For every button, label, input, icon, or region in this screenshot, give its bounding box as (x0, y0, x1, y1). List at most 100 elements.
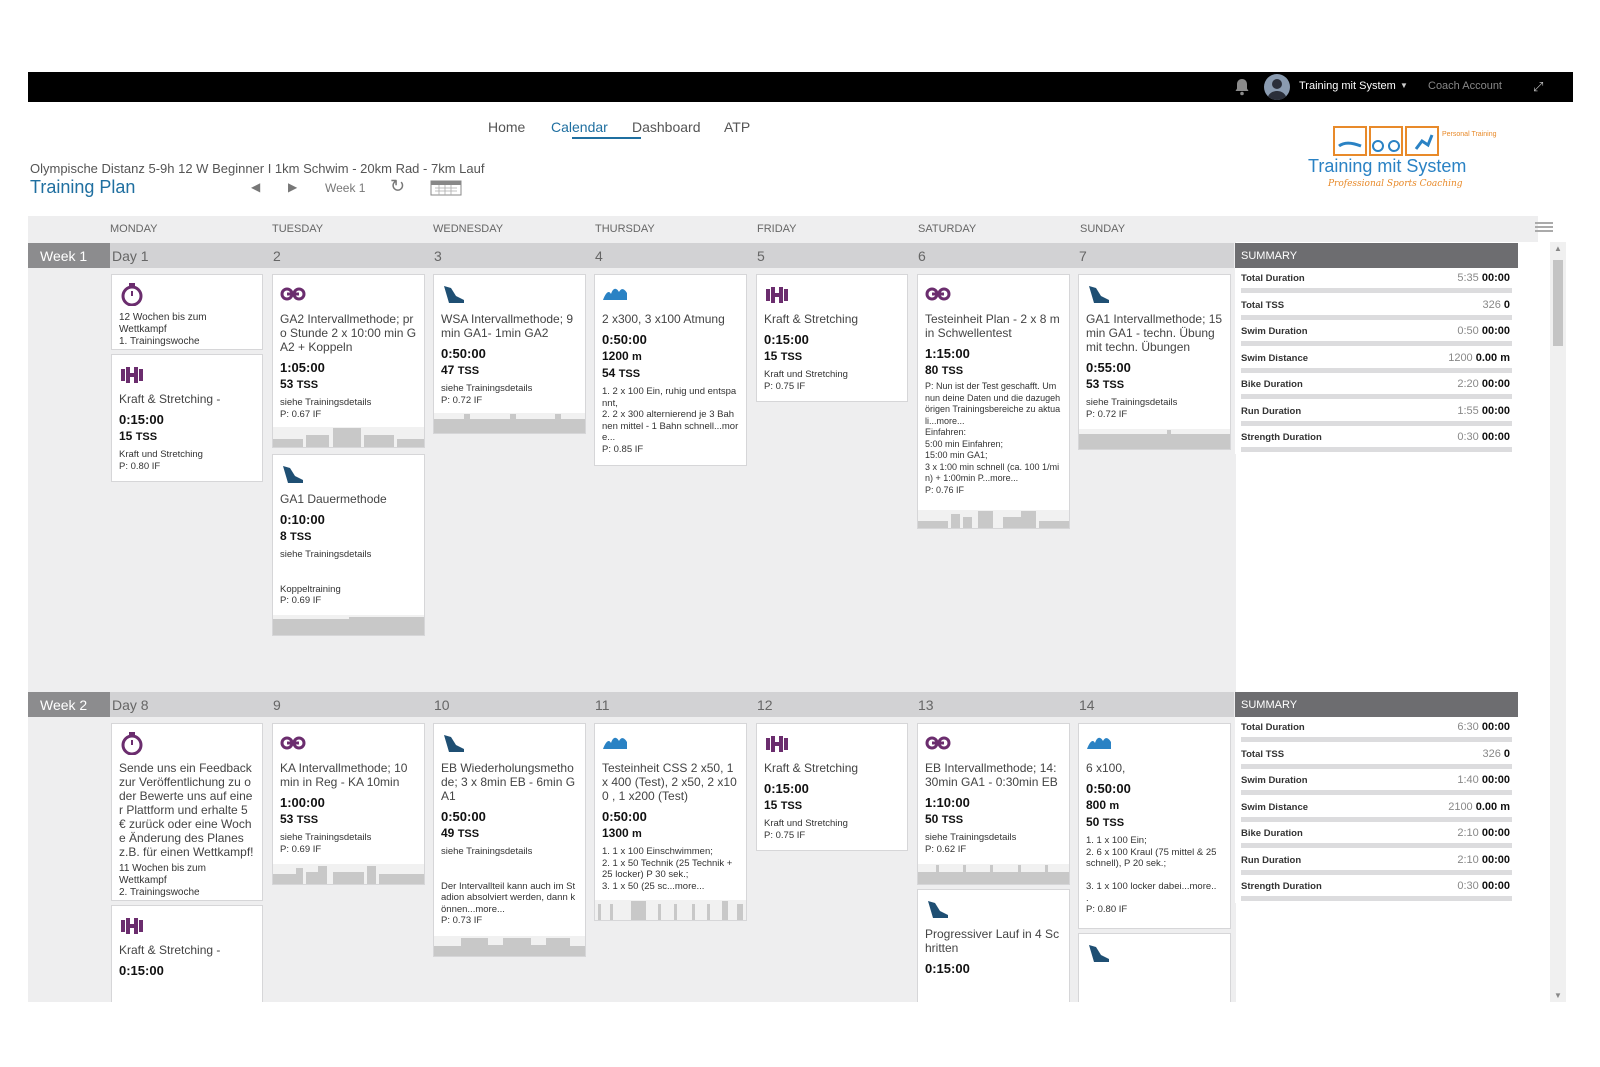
dumbbell-icon (766, 287, 788, 303)
workout-title: 6 x100, (1086, 761, 1126, 775)
workout-tss: 49 (441, 826, 455, 840)
plan-subtitle: Olympische Distanz 5-9h 12 W Beginner I … (30, 161, 485, 176)
stopwatch-icon (121, 283, 143, 306)
tss-unit: TSS (457, 828, 480, 840)
nav-dashboard[interactable]: Dashboard (632, 119, 701, 135)
nav-atp[interactable]: ATP (724, 119, 751, 135)
summary-label: Swim Duration (1241, 326, 1308, 337)
summary-planned: 2:10 (1457, 853, 1479, 866)
scroll-up-icon[interactable]: ▲ (1554, 244, 1562, 253)
day-number: 13 (918, 697, 934, 713)
summary-label: Bike Duration (1241, 828, 1303, 839)
user-name[interactable]: Training mit System (1299, 80, 1396, 92)
vertical-scrollbar[interactable]: ▲ ▼ (1550, 242, 1566, 1002)
summary-label: Swim Distance (1241, 352, 1309, 364)
workout-card[interactable]: Testeinheit CSS 2 x50, 1 x 400 (Test), 2… (594, 723, 747, 921)
event-card[interactable]: 12 Wochen bis zum Wettkampf 1. Trainings… (111, 274, 263, 350)
avatar[interactable] (1264, 74, 1290, 100)
workout-title: Kraft & Stretching - (119, 943, 221, 957)
intensity-profile-chart (273, 864, 424, 884)
workout-tss: 15 (764, 349, 778, 363)
swim-wave-icon (1087, 737, 1111, 749)
brand-logo: Personal Training Training mit System Pr… (1308, 126, 1497, 189)
bike-icon (280, 287, 306, 301)
bike-icon (925, 736, 951, 750)
workout-card[interactable]: GA1 Dauermethode 0:10:00 8 TSS siehe Tra… (272, 454, 425, 636)
workout-card[interactable]: WSA Intervallmethode; 9 min GA1- 1min GA… (433, 274, 586, 434)
summary-planned: 6:30 (1457, 721, 1479, 733)
calendar-icon[interactable] (430, 178, 462, 196)
coach-account-link[interactable]: Coach Account (1428, 80, 1502, 92)
intensity-profile-chart (434, 413, 585, 433)
intensity-profile-chart (273, 615, 424, 635)
summary-row: Run Duration 1:55 00:00 (1241, 401, 1512, 428)
summary-row: Bike Duration 2:10 00:00 (1241, 823, 1512, 850)
workout-card[interactable]: 2 x300, 3 x100 Atmung 0:50:00 1200 m 54 … (594, 274, 747, 466)
workout-card[interactable]: Testeinheit Plan - 2 x 8 min Schwellente… (917, 274, 1070, 529)
summary-actual: 00:00 (1481, 827, 1510, 839)
nav-calendar[interactable]: Calendar (551, 119, 608, 135)
workout-duration: 1:15:00 (925, 346, 970, 361)
workout-duration: 1:10:00 (925, 795, 970, 810)
workout-card[interactable]: Progressiver Lauf in 4 Schritten 0:15:00 (917, 889, 1070, 1002)
week-summary-panel: SUMMARY Total Duration 5:35 00:00 Total T… (1235, 243, 1518, 454)
workout-title: GA1 Intervallmethode; 15 min GA1 - techn… (1086, 312, 1223, 354)
day-number: 6 (918, 248, 926, 264)
tss-unit: TSS (1102, 379, 1125, 391)
summary-row: Run Duration 2:10 00:00 (1241, 850, 1512, 877)
run-shoe-icon (928, 901, 948, 918)
workout-card[interactable]: GA2 Intervallmethode; pro Stunde 2 x 10:… (272, 274, 425, 448)
summary-header: SUMMARY (1235, 692, 1518, 717)
summary-label: Strength Duration (1241, 881, 1322, 892)
week-summary-panel: SUMMARY Total Duration 6:30 00:00 Total T… (1235, 692, 1518, 903)
week-label: Week 1 (325, 181, 366, 195)
scrollbar-thumb[interactable] (1553, 260, 1563, 346)
hamburger-menu-icon[interactable] (1535, 222, 1553, 232)
user-menu-chevron-down-icon[interactable]: ▼ (1400, 81, 1408, 90)
scroll-down-icon[interactable]: ▼ (1554, 991, 1562, 1000)
summary-row: Swim Duration 0:50 00:00 (1241, 321, 1512, 348)
prev-week-icon[interactable]: ◀ (251, 180, 261, 194)
workout-card[interactable]: Kraft & Stretching 0:15:00 15 TSS Kraft … (756, 723, 908, 851)
summary-row: Strength Duration 0:30 00:00 (1241, 427, 1512, 454)
stopwatch-icon (121, 732, 143, 755)
nav-home[interactable]: Home (488, 119, 526, 135)
workout-duration: 0:50:00 (1086, 781, 1131, 796)
workout-card[interactable]: Kraft & Stretching - 0:15:00 15 TSS Kraf… (111, 354, 263, 482)
workout-note: P: Nun ist der Test geschafft. Um nun de… (925, 381, 1061, 495)
workout-duration: 0:10:00 (280, 512, 325, 527)
logo-tagline: Professional Sports Coaching (1327, 179, 1463, 189)
workout-duration: 1:05:00 (280, 360, 325, 375)
intensity-profile-chart (918, 864, 1069, 884)
workout-note: siehe Trainingsdetails P: 0.72 IF (441, 383, 533, 406)
workout-card[interactable]: 6 x100, 0:50:00 800 m 50 TSS 1. 1 x 100 … (1078, 723, 1231, 929)
workout-title: EB Wiederholungsmethode; 3 x 8min EB - 6… (441, 761, 576, 803)
refresh-icon[interactable]: ↻ (390, 176, 406, 196)
run-shoe-icon (444, 735, 464, 752)
workout-title: Kraft & Stretching (764, 761, 859, 775)
summary-progress-bar (1241, 367, 1512, 373)
weekday-label: SUNDAY (1080, 223, 1126, 235)
summary-row: Strength Duration 0:30 00:00 (1241, 876, 1512, 903)
weekday-label: THURSDAY (595, 223, 655, 235)
summary-planned: 0:30 (1457, 880, 1479, 892)
bell-icon[interactable] (1234, 78, 1250, 96)
workout-card[interactable]: Kraft & Stretching 0:15:00 15 TSS Kraft … (756, 274, 908, 402)
workout-card[interactable]: GA1 Intervallmethode; 15 min GA1 - techn… (1078, 274, 1231, 450)
workout-card[interactable]: Kraft & Stretching - 0:15:00 (111, 905, 263, 1002)
intensity-profile-chart (273, 427, 424, 447)
workout-card[interactable]: EB Wiederholungsmethode; 3 x 8min EB - 6… (433, 723, 586, 957)
summary-actual: 0.00 m (1475, 351, 1510, 364)
event-card[interactable]: Sende uns ein Feedback zur Veröffentlich… (111, 723, 263, 901)
expand-icon[interactable]: ⤢ (1533, 79, 1544, 94)
workout-tss: 8 (280, 529, 287, 543)
workout-card[interactable] (1078, 933, 1231, 1002)
workout-tss: 15 (119, 429, 133, 443)
workout-card[interactable]: KA Intervallmethode; 10min in Reg - KA 1… (272, 723, 425, 885)
summary-planned: 1:55 (1457, 404, 1479, 417)
next-week-icon[interactable]: ▶ (288, 180, 298, 194)
day-number: 5 (757, 248, 765, 264)
workout-duration: 0:15:00 (764, 332, 809, 347)
workout-card[interactable]: EB Intervallmethode; 14:30min GA1 - 0:30… (917, 723, 1070, 885)
workout-title: Kraft & Stretching (764, 312, 859, 326)
